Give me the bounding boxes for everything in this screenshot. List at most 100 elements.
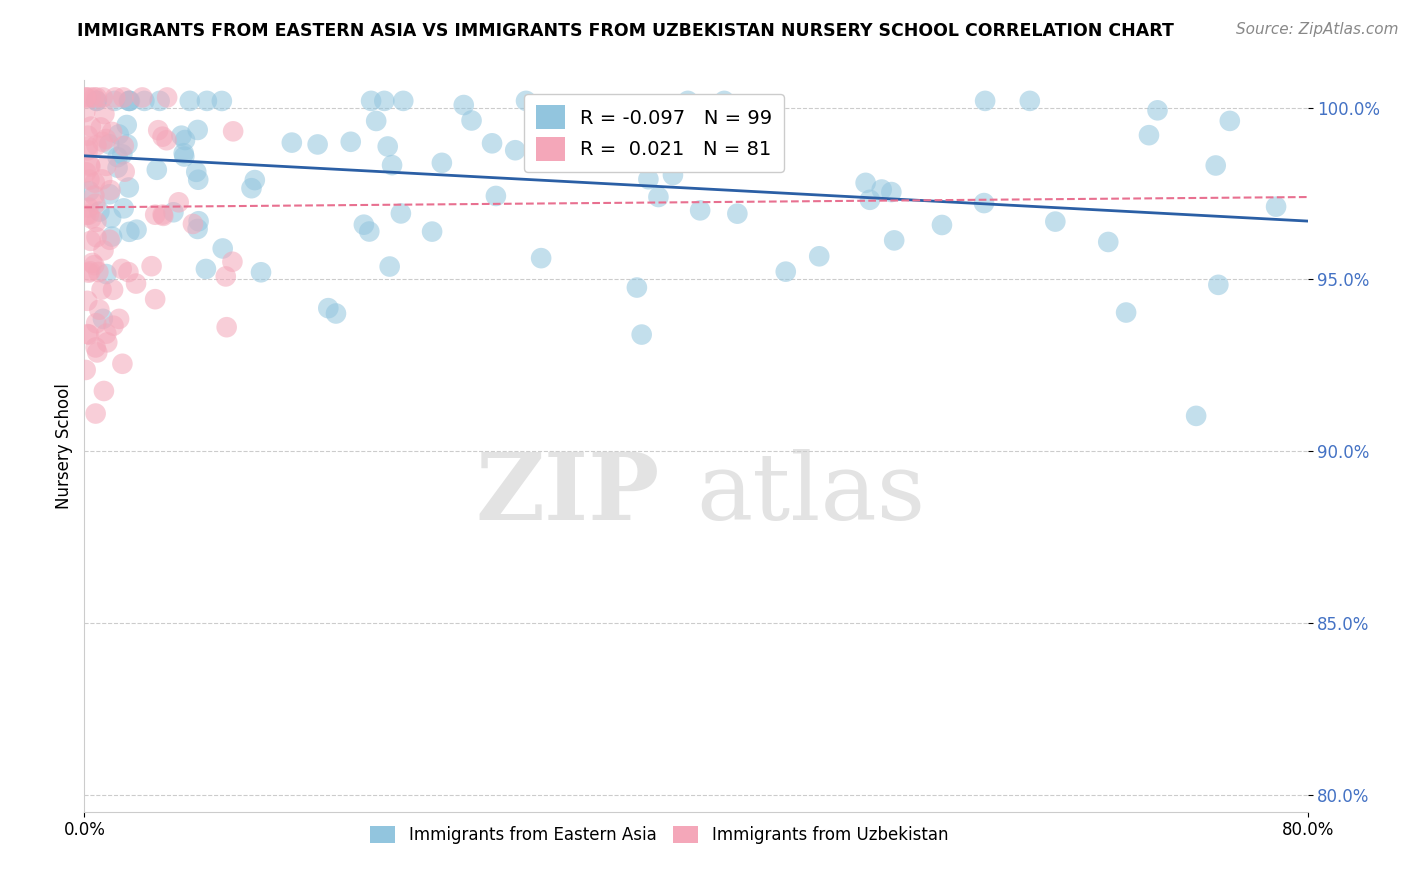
Point: [103, 94, 125, 108]
Point: [1146, 103, 1168, 118]
Point: [170, 128, 193, 143]
Point: [143, 292, 166, 306]
Point: [96, 267, 118, 281]
Point: [179, 94, 201, 108]
Point: [96, 326, 118, 341]
Point: [90, 120, 112, 135]
Point: [86, 94, 108, 108]
Point: [453, 98, 475, 112]
Point: [377, 139, 399, 153]
Point: [381, 158, 404, 172]
Point: [152, 208, 174, 222]
Point: [93, 244, 115, 258]
Point: [86, 90, 108, 104]
Point: [195, 94, 218, 108]
Point: [111, 261, 134, 276]
Point: [647, 190, 669, 204]
Point: [1018, 94, 1040, 108]
Point: [194, 262, 217, 277]
Point: [1137, 128, 1160, 143]
Point: [83, 176, 105, 190]
Point: [86, 345, 108, 359]
Point: [117, 265, 139, 279]
Point: [77, 201, 100, 215]
Point: [75, 208, 97, 222]
Point: [186, 165, 208, 179]
Point: [115, 118, 138, 132]
Point: [101, 283, 124, 297]
Point: [94, 159, 117, 173]
Point: [222, 124, 245, 138]
Point: [167, 195, 190, 210]
Point: [392, 94, 415, 108]
Point: [339, 135, 361, 149]
Point: [515, 94, 537, 108]
Point: [378, 260, 401, 274]
Point: [79, 158, 101, 172]
Point: [89, 302, 111, 317]
Point: [187, 222, 209, 236]
Point: [931, 218, 953, 232]
Point: [1208, 277, 1230, 292]
Point: [775, 265, 797, 279]
Point: [77, 128, 100, 143]
Point: [974, 94, 997, 108]
Point: [485, 189, 508, 203]
Point: [316, 301, 339, 315]
Point: [131, 90, 153, 104]
Point: [125, 222, 148, 236]
Point: [111, 147, 134, 161]
Point: [101, 125, 124, 139]
Point: [80, 120, 103, 134]
Point: [75, 165, 97, 179]
Point: [93, 384, 115, 398]
Point: [112, 90, 135, 104]
Point: [111, 357, 134, 371]
Point: [855, 176, 877, 190]
Point: [637, 172, 659, 186]
Point: [187, 214, 209, 228]
Point: [98, 137, 121, 152]
Legend: Immigrants from Eastern Asia, Immigrants from Uzbekistan: Immigrants from Eastern Asia, Immigrants…: [364, 820, 955, 851]
Point: [215, 320, 238, 334]
Point: [141, 259, 163, 273]
Point: [86, 138, 108, 153]
Point: [84, 341, 107, 355]
Point: [82, 256, 104, 270]
Point: [870, 182, 893, 196]
Point: [83, 258, 105, 272]
Point: [152, 209, 174, 223]
Point: [460, 113, 482, 128]
Point: [80, 211, 103, 226]
Point: [103, 318, 125, 333]
Point: [325, 306, 347, 320]
Point: [118, 94, 141, 108]
Point: [174, 133, 197, 147]
Text: ZIP: ZIP: [475, 449, 659, 539]
Point: [75, 90, 97, 104]
Point: [134, 94, 156, 108]
Point: [98, 187, 121, 202]
Point: [173, 149, 195, 163]
Point: [93, 107, 115, 121]
Point: [84, 196, 107, 211]
Point: [808, 249, 831, 263]
Point: [89, 204, 111, 219]
Point: [77, 266, 100, 280]
Point: [187, 123, 209, 137]
Point: [91, 90, 114, 104]
Point: [713, 94, 735, 108]
Point: [75, 105, 97, 120]
Point: [76, 144, 98, 158]
Point: [373, 94, 395, 108]
Point: [211, 94, 233, 108]
Point: [243, 173, 266, 187]
Point: [250, 265, 273, 279]
Point: [430, 156, 453, 170]
Point: [84, 407, 107, 421]
Point: [83, 90, 105, 104]
Point: [104, 90, 127, 104]
Point: [90, 283, 112, 297]
Point: [79, 160, 101, 174]
Point: [84, 316, 107, 330]
